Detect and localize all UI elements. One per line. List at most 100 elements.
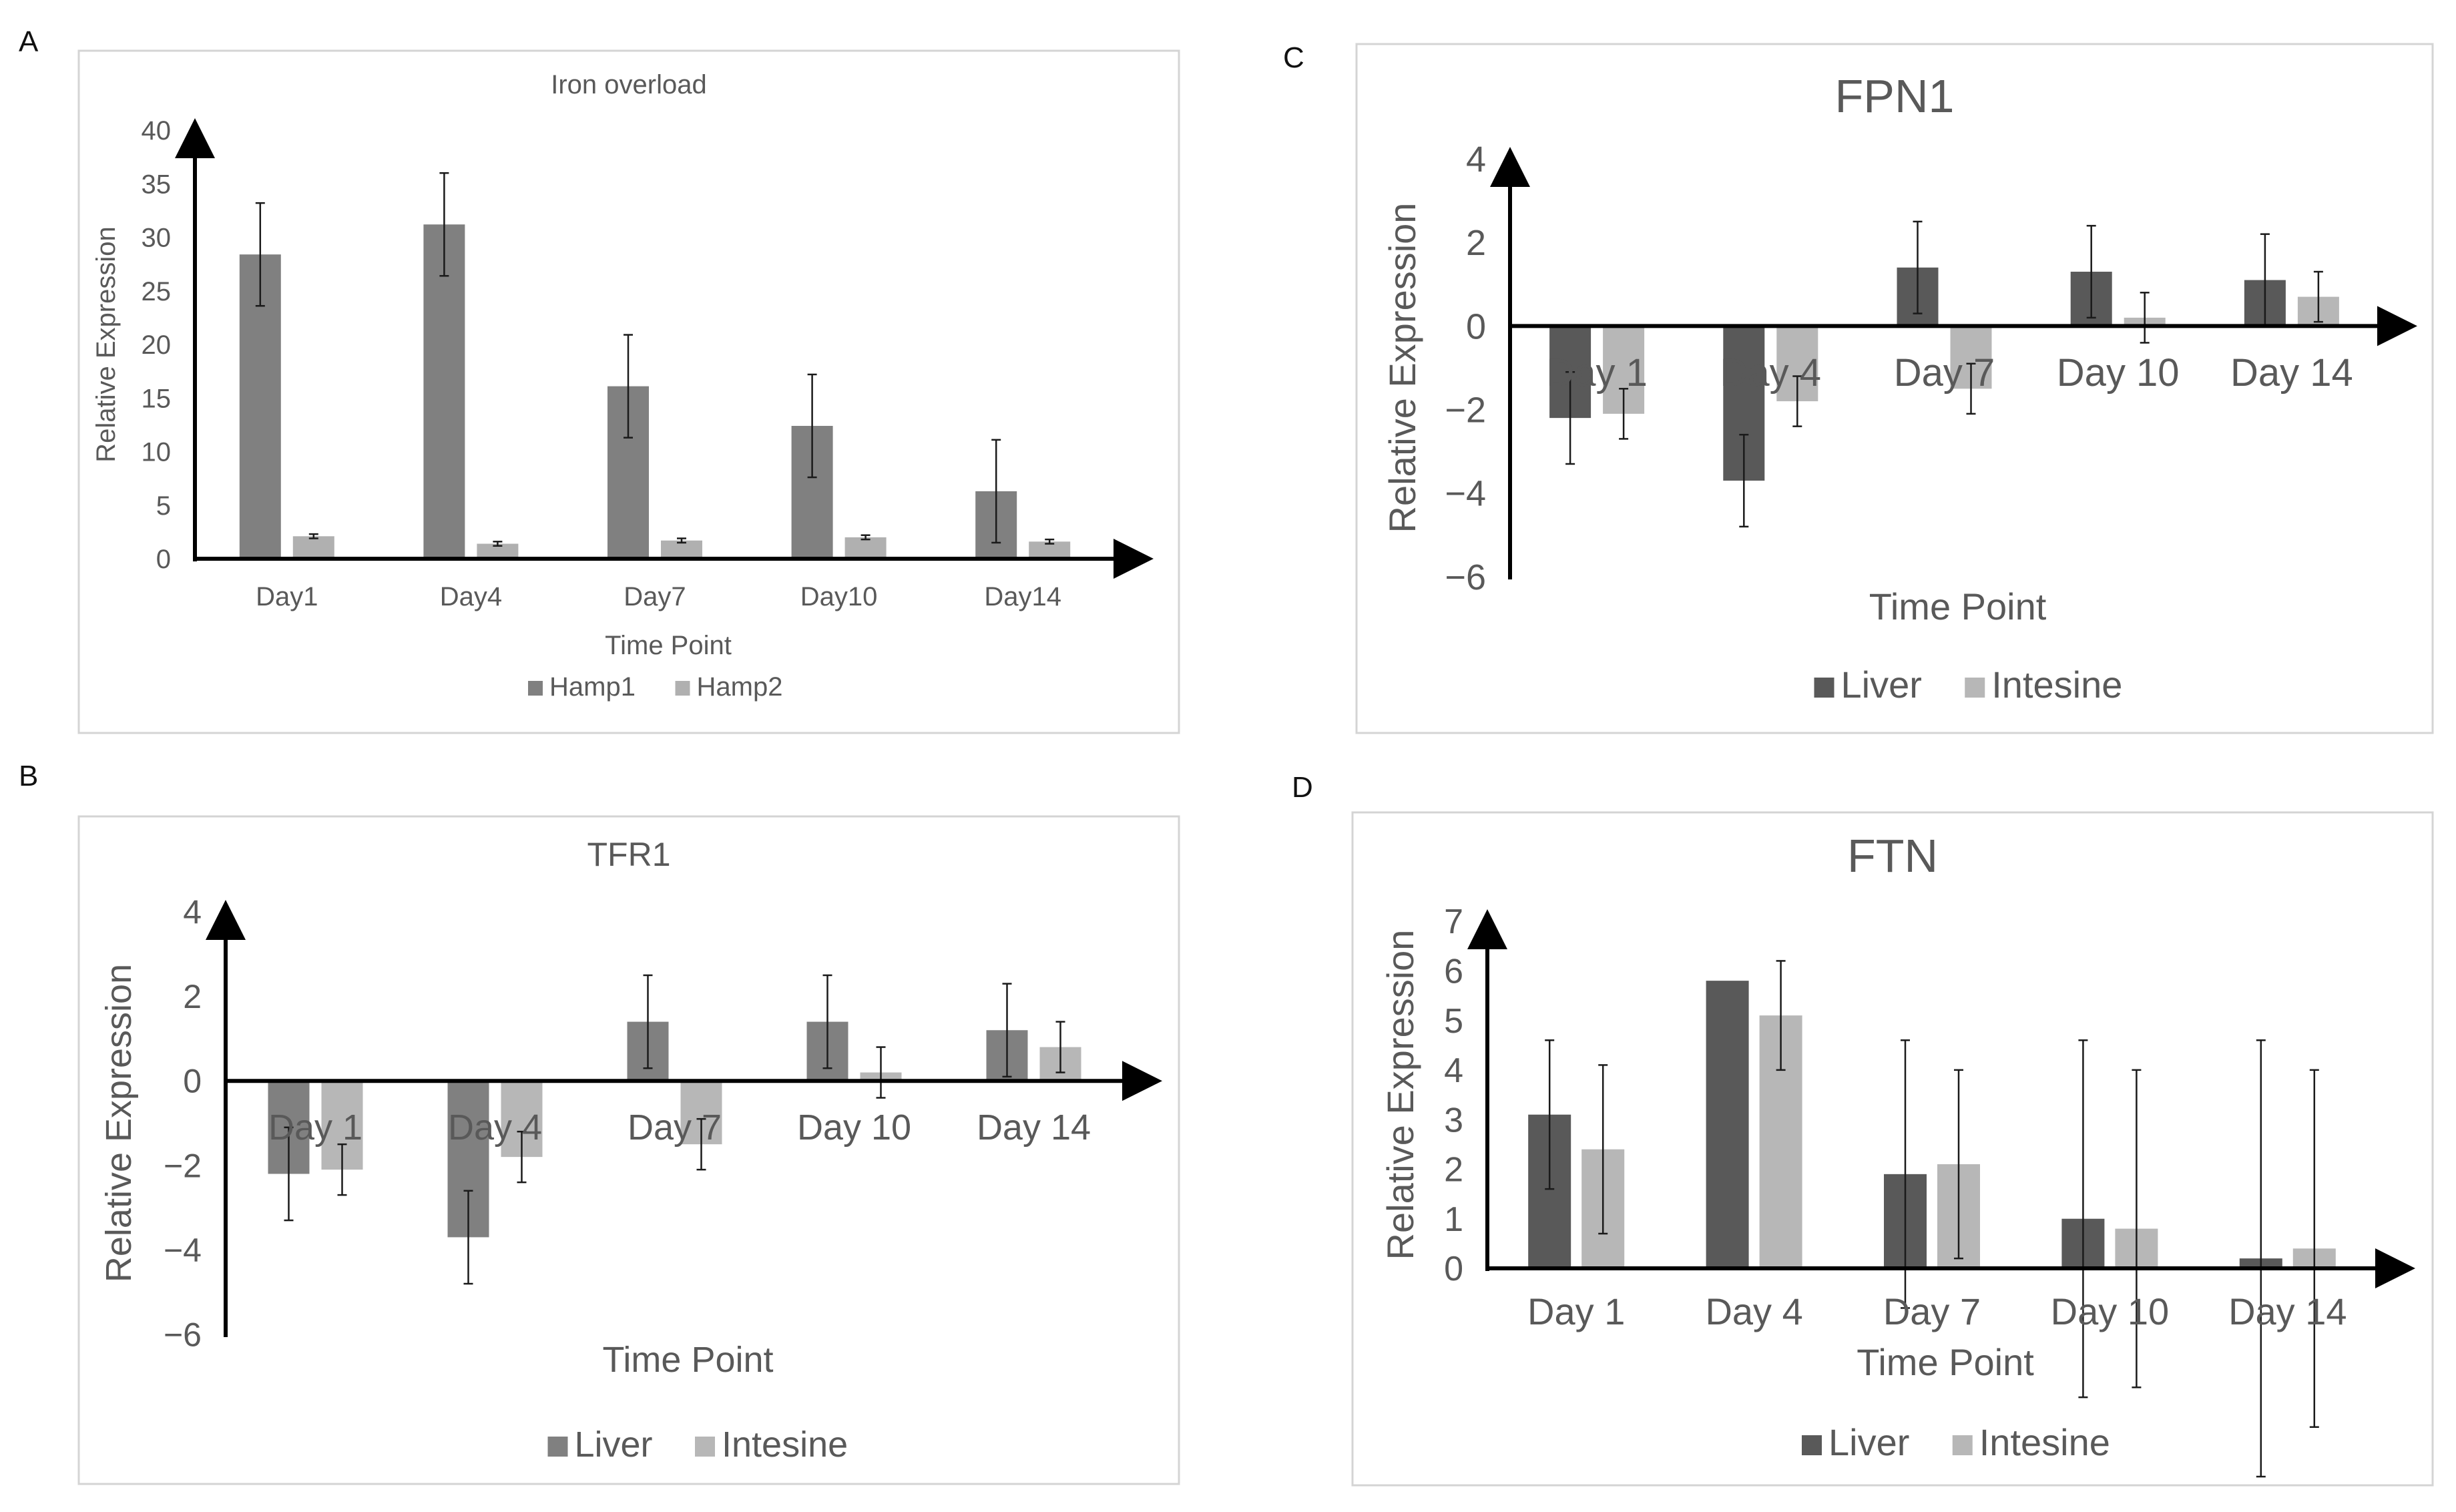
- error-bar: [1776, 960, 1786, 1071]
- panel-label-a: A: [19, 25, 39, 58]
- y-tick-label: 40: [142, 116, 172, 146]
- legend-label-liver: Liver: [1841, 664, 1922, 706]
- chart-title: TFR1: [587, 836, 671, 873]
- category-label: Day 14: [2230, 351, 2353, 395]
- category-label: Day 10: [797, 1107, 911, 1148]
- error-bar: [677, 537, 686, 544]
- panel-label-d: D: [1292, 771, 1313, 804]
- category-label: Day 10: [2057, 351, 2180, 395]
- y-tick-label: 10: [142, 438, 172, 467]
- chart-frame: [77, 815, 1180, 1485]
- y-axis-title: Relative Expression: [1381, 203, 1423, 533]
- y-tick-label: 0: [1466, 306, 1486, 346]
- error-bar: [876, 1046, 886, 1099]
- category-label: Day 7: [628, 1107, 722, 1148]
- y-tick-label: −2: [164, 1147, 202, 1184]
- bar-liver-day4: [1706, 981, 1749, 1268]
- y-tick-label: 4: [1444, 1051, 1463, 1090]
- y-tick-label: 4: [183, 894, 202, 931]
- y-tick-label: −4: [164, 1232, 202, 1269]
- error-bar: [1055, 1021, 1065, 1073]
- legend-swatch-liver: [1802, 1435, 1822, 1455]
- legend-label-intesine: Intesine: [722, 1425, 848, 1465]
- y-tick-label: −4: [1445, 474, 1486, 514]
- error-bar: [1545, 1039, 1555, 1190]
- legend-swatch-hamp1: [528, 681, 543, 696]
- chart-frame: [1355, 43, 2434, 734]
- error-bar: [284, 1126, 294, 1222]
- error-bar: [807, 373, 817, 479]
- error-bar: [696, 1117, 706, 1171]
- y-tick-label: 35: [142, 170, 172, 199]
- legend-swatch-liver: [1814, 678, 1834, 698]
- error-bar: [1045, 538, 1055, 545]
- error-bar: [2309, 1069, 2319, 1428]
- category-label: Day 7: [1894, 351, 1995, 395]
- legend-label-liver: Liver: [1828, 1421, 1909, 1463]
- error-bar: [1913, 220, 1923, 314]
- error-bar: [1002, 983, 1012, 1078]
- error-bar: [337, 1143, 347, 1196]
- category-label: Day4: [440, 582, 502, 611]
- chart-d: FTN 0 1 2 3 4 5 6 7 Day 1 Day 4 Day 7 Day 10 Day 14 Ti…: [1351, 811, 2434, 1487]
- error-bar: [2078, 1039, 2088, 1399]
- error-bar: [1565, 371, 1575, 465]
- chart-title: Iron overload: [551, 70, 706, 99]
- category-label: Day 14: [2228, 1290, 2347, 1332]
- error-bar: [439, 172, 449, 277]
- y-tick-label: 0: [1444, 1250, 1463, 1288]
- legend: Liver Intesine: [547, 1425, 848, 1465]
- y-tick-label: 0: [183, 1063, 202, 1100]
- category-label: Day14: [984, 582, 1061, 611]
- error-bar: [861, 534, 871, 541]
- legend: Hamp1 Hamp2: [528, 672, 782, 702]
- y-tick-label: 4: [1466, 140, 1486, 180]
- bar-hamp2-day10: [844, 537, 887, 559]
- chart-title: FPN1: [1835, 70, 1955, 122]
- category-label: Day 4: [1705, 1290, 1802, 1332]
- panel-label-c: C: [1283, 41, 1304, 74]
- y-axis-title: Relative Expression: [99, 964, 139, 1282]
- category-label: Day 1: [1527, 1290, 1625, 1332]
- y-tick-label: 15: [142, 384, 172, 413]
- error-bar: [2140, 292, 2150, 344]
- panel-label-b: B: [19, 760, 39, 792]
- error-bar: [1619, 388, 1629, 440]
- x-axis-title: Time Point: [602, 1340, 773, 1380]
- legend: Liver Intesine: [1814, 664, 2122, 706]
- category-label: Day 10: [2051, 1290, 2169, 1332]
- y-tick-label: −2: [1445, 391, 1486, 431]
- y-tick-label: 5: [156, 491, 171, 521]
- y-tick-label: 2: [183, 978, 202, 1015]
- y-tick-label: 2: [1444, 1151, 1463, 1190]
- legend-swatch-liver: [547, 1437, 568, 1457]
- y-tick-label: 25: [142, 277, 172, 306]
- legend-swatch-intesine: [1965, 678, 1985, 698]
- error-bar: [463, 1190, 473, 1285]
- category-label: Day 4: [448, 1107, 542, 1148]
- legend-label-intesine: Intesine: [1991, 664, 2122, 706]
- category-label: Day 1: [268, 1107, 362, 1148]
- x-axis-title: Time Point: [605, 631, 732, 660]
- y-tick-label: 1: [1444, 1200, 1463, 1239]
- error-bar: [624, 334, 633, 439]
- y-tick-label: 3: [1444, 1101, 1463, 1140]
- y-tick-label: 0: [156, 545, 171, 574]
- legend-swatch-intesine: [1952, 1435, 1973, 1455]
- legend-swatch-intesine: [695, 1437, 715, 1457]
- x-axis-title: Time Point: [1869, 585, 2047, 627]
- bar-hamp2-day1: [292, 536, 334, 559]
- error-bar: [1792, 375, 1802, 427]
- error-bar: [1966, 362, 1976, 415]
- category-label: Day 7: [1883, 1290, 1981, 1332]
- error-bar: [2086, 224, 2096, 319]
- error-bar: [517, 1130, 527, 1184]
- chart-title: FTN: [1847, 830, 1938, 882]
- error-bar: [1739, 433, 1749, 528]
- bar-hamp2-day4: [477, 543, 519, 559]
- y-tick-label: 7: [1444, 903, 1463, 941]
- error-bar: [2313, 270, 2323, 323]
- chart-a: Iron overload 0 5 10 15 20 25 30 35 40 Day1 Day4 Day…: [77, 49, 1180, 734]
- category-label: Day7: [624, 582, 686, 611]
